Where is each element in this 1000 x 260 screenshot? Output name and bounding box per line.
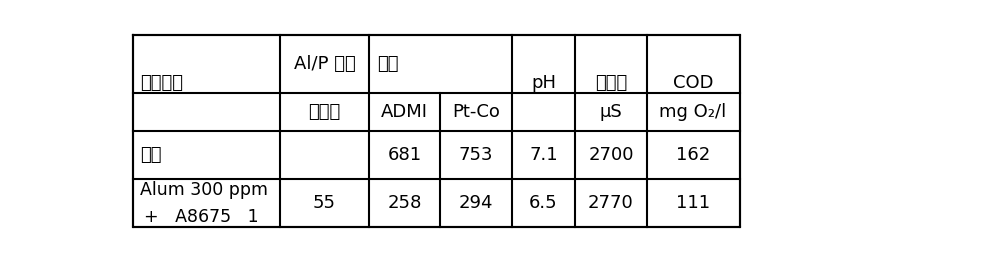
Text: 294: 294 (459, 194, 493, 212)
Text: 162: 162 (676, 146, 710, 164)
Text: 6.5: 6.5 (529, 194, 558, 212)
Text: 2770: 2770 (588, 194, 634, 212)
Text: 电导率: 电导率 (595, 74, 627, 92)
Text: mg O₂/l: mg O₂/l (659, 103, 727, 121)
Text: μS: μS (600, 103, 622, 121)
Text: pH: pH (531, 74, 556, 92)
Text: 55: 55 (313, 194, 336, 212)
Text: ADMI: ADMI (381, 103, 428, 121)
Text: +   A8675   1: + A8675 1 (144, 208, 259, 226)
Text: Alum 300 ppm: Alum 300 ppm (140, 181, 268, 199)
Text: 753: 753 (459, 146, 493, 164)
Text: 681: 681 (388, 146, 422, 164)
Text: 尔比率: 尔比率 (308, 103, 341, 121)
Text: 7.1: 7.1 (529, 146, 558, 164)
Text: 111: 111 (676, 194, 710, 212)
Text: Al/P 的摩: Al/P 的摩 (294, 55, 355, 73)
Text: 2700: 2700 (588, 146, 634, 164)
Text: 颜色: 颜色 (377, 55, 398, 73)
Text: 参比: 参比 (140, 146, 162, 164)
Text: 258: 258 (388, 194, 422, 212)
Text: 处理程序: 处理程序 (140, 74, 184, 92)
Text: Pt-Co: Pt-Co (452, 103, 500, 121)
Text: COD: COD (673, 74, 713, 92)
